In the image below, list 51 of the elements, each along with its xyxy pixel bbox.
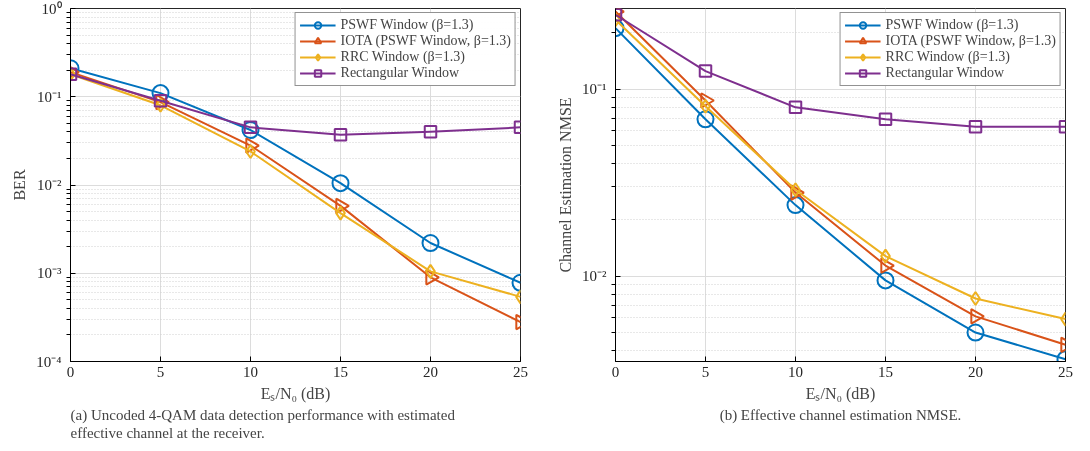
y-tick-label: 10⁻³ xyxy=(37,265,62,282)
legend-label: PSWF Window (β=1.3) xyxy=(340,17,474,33)
legend-label: IOTA (PSWF Window, β=1.3) xyxy=(340,33,511,49)
y-tick-label: 10⁻¹ xyxy=(582,81,607,98)
x-tick-label: 25 xyxy=(1058,363,1073,380)
point xyxy=(878,112,893,127)
point xyxy=(698,64,713,78)
y-axis-title: BER xyxy=(11,169,29,201)
x-tick-label: 10 xyxy=(788,363,803,380)
y-tick-label: 10⁻² xyxy=(582,268,607,285)
point xyxy=(968,119,983,134)
x-tick-label: 0 xyxy=(611,363,620,380)
point xyxy=(966,323,985,342)
text: (b) Effective channel estimation NMSE. xyxy=(719,406,962,424)
x-tick-label: 25 xyxy=(513,363,528,380)
legend-label: RRC Window (β=1.3) xyxy=(885,49,1010,65)
point xyxy=(331,174,350,193)
point xyxy=(788,100,803,115)
y-tick-label: 10⁻⁴ xyxy=(36,353,62,370)
x-tick-label: 20 xyxy=(968,363,983,380)
point xyxy=(700,92,715,109)
legend-label: IOTA (PSWF Window, β=1.3) xyxy=(885,33,1056,49)
y-tick-label: 10⁻¹ xyxy=(37,88,62,105)
legend-label: Rectangular Window xyxy=(340,65,460,81)
x-tick-label: 5 xyxy=(156,363,165,380)
x-tick-label: 15 xyxy=(878,363,893,380)
x-tick-label: 0 xyxy=(66,363,75,380)
x-axis-title: Eₛ/N₀ (dB) xyxy=(260,384,331,403)
y-tick-label: 10⁻² xyxy=(37,177,62,193)
text: (a) Uncoded 4-QAM data detection performance with estimated effective channel at the receiver. xyxy=(70,406,456,441)
point xyxy=(245,137,260,154)
point xyxy=(421,234,440,253)
point xyxy=(790,184,805,201)
y-tick-label: 10⁰ xyxy=(41,0,62,17)
point xyxy=(423,125,438,139)
point xyxy=(243,120,258,135)
x-tick-label: 10 xyxy=(243,363,258,380)
legend-label: RRC Window (β=1.3) xyxy=(340,49,465,65)
x-tick-label: 5 xyxy=(701,363,710,380)
point xyxy=(876,271,895,290)
legend-label: PSWF Window (β=1.3) xyxy=(885,17,1019,33)
point xyxy=(333,128,348,142)
point xyxy=(786,196,805,215)
point xyxy=(696,110,715,129)
point xyxy=(241,121,260,139)
x-axis-title: Eₛ/N₀ (dB) xyxy=(805,384,876,403)
y-axis-title: Channel Estimation NMSE xyxy=(557,97,574,273)
x-tick-label: 15 xyxy=(333,363,348,380)
legend-label: Rectangular Window xyxy=(885,65,1005,81)
x-tick-label: 20 xyxy=(423,363,438,380)
point xyxy=(335,197,350,215)
